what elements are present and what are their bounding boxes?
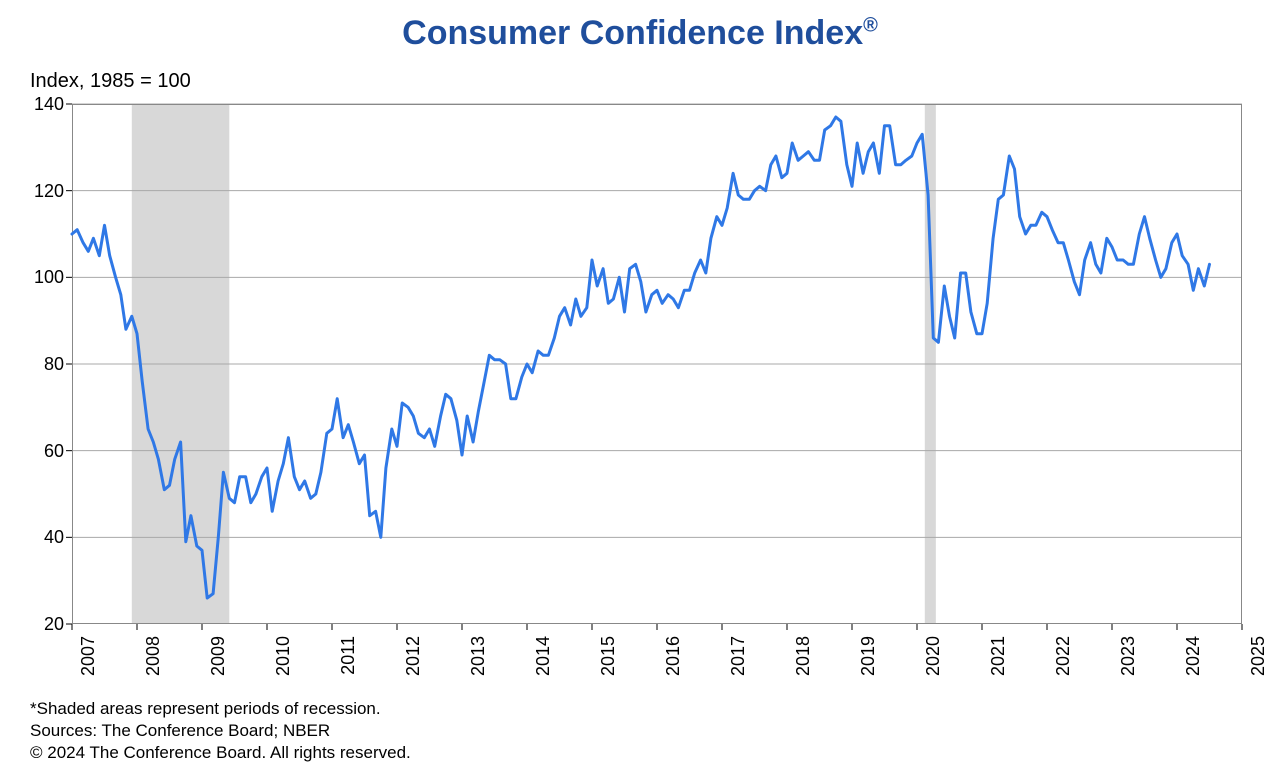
- x-tick-label: 2015: [598, 636, 619, 676]
- chart-title-suffix: ®: [863, 15, 878, 37]
- x-tick-label: 2012: [403, 636, 424, 676]
- y-tick-label: 80: [14, 354, 64, 375]
- x-tick-label: 2011: [338, 636, 359, 675]
- x-tick-label: 2019: [858, 636, 879, 676]
- x-axis-labels: 2007 2008 2009 2010 2011 2012 2013 2014 2015 2016…: [72, 630, 1242, 690]
- chart-subtitle: Index, 1985 = 100: [30, 70, 191, 93]
- y-tick-label: 140: [14, 94, 64, 115]
- y-tick-label: 40: [14, 527, 64, 548]
- chart-footnotes: *Shaded areas represent periods of reces…: [30, 698, 411, 764]
- footnote-sources: Sources: The Conference Board; NBER: [30, 720, 411, 742]
- y-tick-label: 120: [14, 181, 64, 202]
- x-tick-label: 2016: [663, 636, 684, 676]
- x-tick-label: 2021: [988, 636, 1009, 676]
- footnote-recession: *Shaded areas represent periods of reces…: [30, 698, 411, 720]
- x-tick-label: 2023: [1118, 636, 1139, 676]
- plot-area: [72, 104, 1242, 624]
- chart-title: Consumer Confidence Index®: [0, 14, 1280, 53]
- chart-svg: [72, 104, 1242, 624]
- x-tick-label: 2014: [533, 636, 554, 676]
- x-tick-label: 2013: [468, 636, 489, 676]
- x-tick-label: 2022: [1053, 636, 1074, 676]
- x-tick-label: 2017: [728, 636, 749, 676]
- footnote-copyright: © 2024 The Conference Board. All rights …: [30, 742, 411, 764]
- x-tick-label: 2009: [208, 636, 229, 676]
- y-tick-label: 60: [14, 441, 64, 462]
- chart-title-text: Consumer Confidence Index: [402, 14, 863, 52]
- y-tick-label: 100: [14, 267, 64, 288]
- x-tick-label: 2024: [1183, 636, 1204, 676]
- x-tick-label: 2008: [143, 636, 164, 676]
- x-tick-label: 2018: [793, 636, 814, 676]
- x-tick-label: 2025: [1248, 636, 1269, 676]
- y-tick-label: 20: [14, 614, 64, 635]
- x-tick-label: 2010: [273, 636, 294, 676]
- x-tick-label: 2007: [78, 636, 99, 676]
- x-tick-label: 2020: [923, 636, 944, 676]
